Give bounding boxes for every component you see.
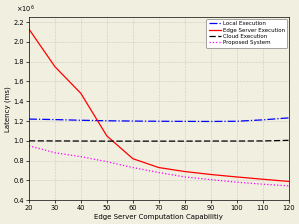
Proposed System (131, 166, 135, 169)
Cloud Execution (261, 140, 264, 142)
Proposed System (157, 171, 161, 174)
Legend: Local Execution, Edge Server Execution, Cloud Execution, Proposed System: Local Execution, Edge Server Execution, … (206, 19, 287, 48)
Local Execution (27, 118, 31, 121)
Edge Server Execution (105, 135, 109, 137)
Proposed System (261, 183, 264, 185)
Cloud Execution (209, 140, 212, 142)
Edge Server Execution (79, 92, 83, 95)
Edge Server Execution (53, 65, 57, 68)
Edge Server Execution (183, 170, 187, 173)
Local Execution (105, 119, 109, 122)
Proposed System (287, 185, 290, 187)
Edge Server Execution (261, 178, 264, 181)
Cloud Execution (105, 140, 109, 142)
Line: Edge Server Execution: Edge Server Execution (29, 29, 289, 181)
Cloud Execution (157, 140, 161, 142)
Local Execution (287, 116, 290, 119)
Proposed System (79, 155, 83, 158)
Cloud Execution (287, 139, 290, 142)
Cloud Execution (53, 140, 57, 142)
Edge Server Execution (131, 157, 135, 160)
Local Execution (53, 118, 57, 121)
Text: $\times10^6$: $\times10^6$ (16, 4, 35, 15)
Local Execution (235, 120, 238, 123)
Local Execution (157, 120, 161, 123)
Edge Server Execution (235, 176, 238, 178)
Line: Proposed System: Proposed System (29, 146, 289, 186)
Cloud Execution (183, 140, 187, 142)
Cloud Execution (131, 140, 135, 142)
Proposed System (105, 160, 109, 163)
Proposed System (53, 151, 57, 154)
Local Execution (209, 120, 212, 123)
Local Execution (261, 118, 264, 121)
Line: Local Execution: Local Execution (29, 118, 289, 121)
Proposed System (209, 178, 212, 181)
Local Execution (79, 119, 83, 122)
Proposed System (183, 176, 187, 178)
Cloud Execution (27, 140, 31, 142)
Edge Server Execution (27, 28, 31, 30)
Y-axis label: Latency (ms): Latency (ms) (4, 86, 11, 131)
Cloud Execution (235, 140, 238, 142)
Line: Cloud Execution: Cloud Execution (29, 140, 289, 141)
Edge Server Execution (209, 173, 212, 176)
X-axis label: Edge Server Computation Capabilitiy: Edge Server Computation Capabilitiy (94, 214, 223, 220)
Local Execution (183, 120, 187, 123)
Cloud Execution (79, 140, 83, 142)
Local Execution (131, 120, 135, 122)
Edge Server Execution (287, 180, 290, 183)
Proposed System (235, 181, 238, 183)
Edge Server Execution (157, 166, 161, 169)
Proposed System (27, 144, 31, 147)
